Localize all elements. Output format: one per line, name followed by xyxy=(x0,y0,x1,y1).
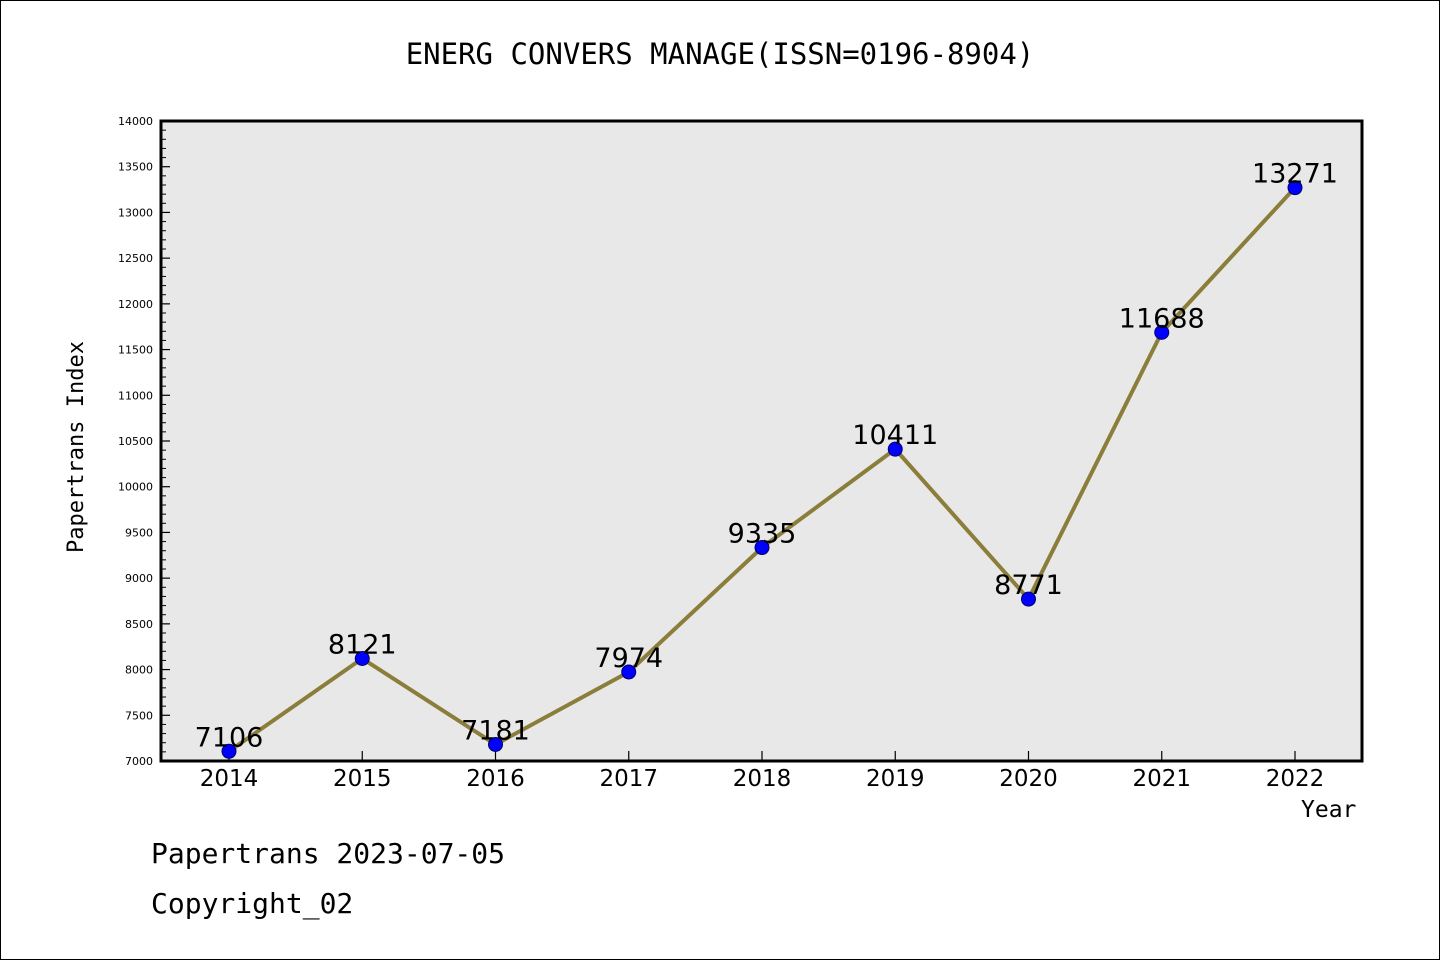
data-point xyxy=(1287,180,1303,196)
footer-copyright: Copyright_02 xyxy=(151,887,354,920)
x-tick-label: 2019 xyxy=(866,766,925,792)
data-label: 11688 xyxy=(1119,303,1205,334)
data-point xyxy=(221,743,237,759)
y-tick-label: 13500 xyxy=(118,161,153,174)
y-tick-label: 12500 xyxy=(118,252,153,265)
footer-date: Papertrans 2023-07-05 xyxy=(151,837,506,870)
chart-title: ENERG CONVERS MANAGE(ISSN=0196-8904) xyxy=(405,37,1035,71)
y-tick-label: 8500 xyxy=(125,618,153,631)
y-tick-label: 11000 xyxy=(118,389,153,402)
y-tick-label: 11500 xyxy=(118,344,153,357)
y-tick-label: 14000 xyxy=(118,115,153,128)
x-tick-label: 2014 xyxy=(200,766,259,792)
y-tick-label: 13000 xyxy=(118,206,153,219)
data-label: 9335 xyxy=(728,519,797,550)
y-tick-label: 7000 xyxy=(125,755,153,768)
data-label: 8121 xyxy=(328,630,397,661)
x-axis: 2014 2015 2016 2017 2018 2019 2020 2021 2022 xyxy=(200,751,1325,792)
y-tick-label: 7500 xyxy=(125,709,153,722)
x-tick-label: 2015 xyxy=(333,766,392,792)
data-label: 13271 xyxy=(1252,159,1338,190)
data-point xyxy=(621,664,637,680)
data-point xyxy=(754,540,770,556)
y-tick-label: 10000 xyxy=(118,481,153,494)
plot-border xyxy=(159,119,1364,763)
y-axis: 7000 7500 8000 8500 9000 9500 10000 10500 11000 1… xyxy=(118,115,170,768)
y-tick-label: 10500 xyxy=(118,435,153,448)
plot-area xyxy=(161,121,1362,761)
x-tick-label: 2018 xyxy=(733,766,792,792)
data-label: 7106 xyxy=(195,722,264,753)
data-label: 7181 xyxy=(461,715,530,746)
x-tick-label: 2020 xyxy=(999,766,1058,792)
x-tick-label: 2022 xyxy=(1266,766,1325,792)
data-label: 7974 xyxy=(594,643,663,674)
y-tick-label: 9500 xyxy=(125,526,153,539)
x-tick-label: 2016 xyxy=(466,766,525,792)
y-tick-label: 8000 xyxy=(125,664,153,677)
data-series: 7106 8121 7181 7974 9335 10411 8771 11688 13271 xyxy=(195,159,1338,759)
data-point xyxy=(1154,324,1170,340)
data-point xyxy=(354,651,370,667)
x-axis-label: Year xyxy=(1301,797,1357,823)
data-point xyxy=(488,736,503,752)
data-label: 10411 xyxy=(852,420,938,451)
x-tick-label: 2021 xyxy=(1132,766,1191,792)
y-tick-label: 12000 xyxy=(118,298,153,311)
data-point xyxy=(1021,591,1036,607)
data-point xyxy=(887,441,903,457)
x-tick-label: 2017 xyxy=(599,766,658,792)
y-tick-label: 9000 xyxy=(125,572,153,585)
data-label: 8771 xyxy=(994,570,1063,601)
